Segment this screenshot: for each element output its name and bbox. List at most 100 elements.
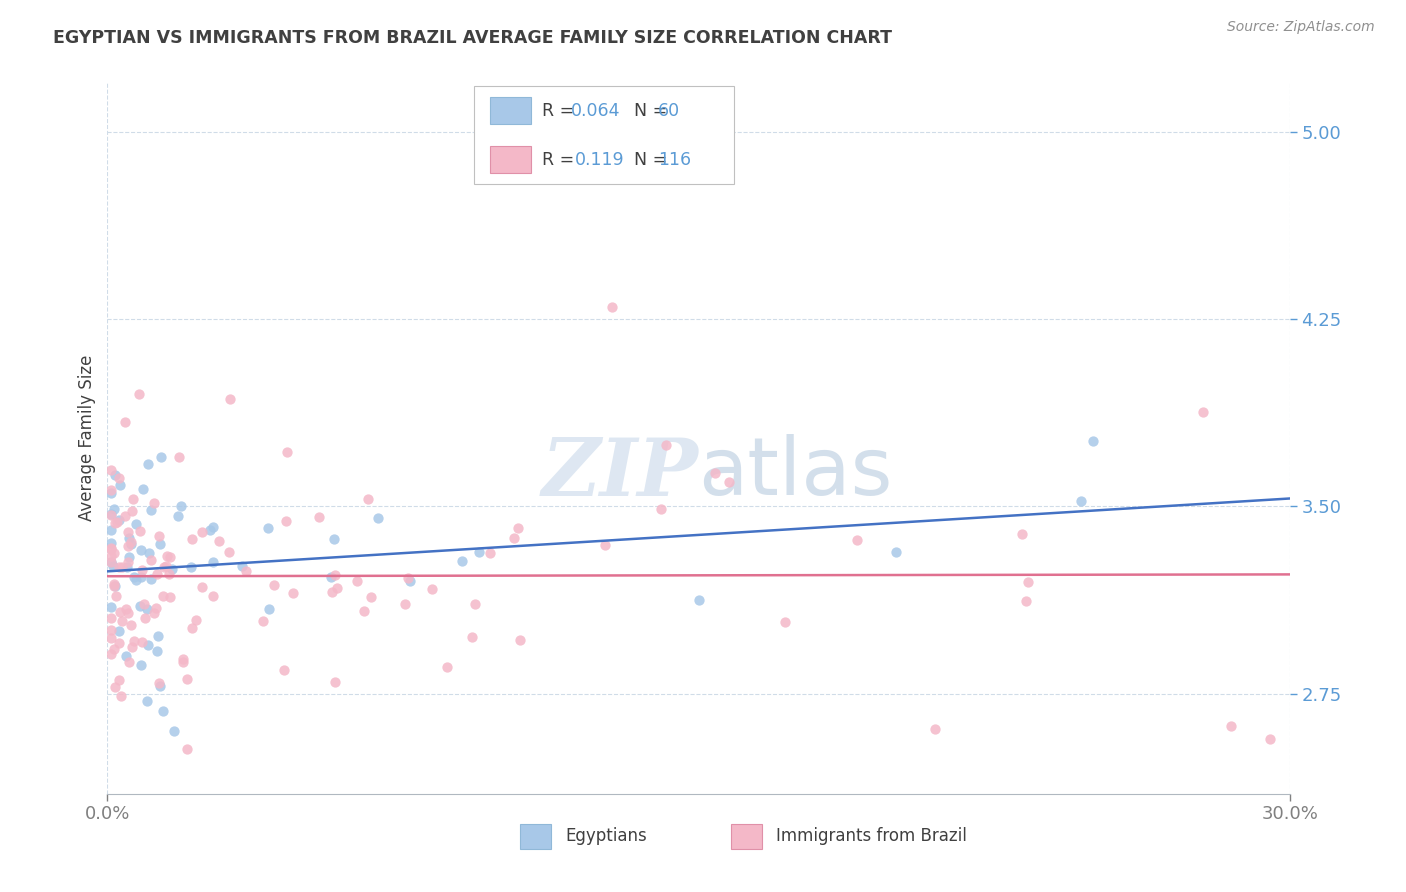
- Text: N =: N =: [623, 151, 672, 169]
- Point: [138, 638, 160, 652]
- Point: [148, 529, 170, 543]
- Point: [436, 660, 458, 674]
- Point: [593, 538, 616, 552]
- Point: [149, 679, 172, 693]
- Point: [138, 546, 160, 560]
- Point: [100, 508, 122, 522]
- Point: [1219, 719, 1241, 733]
- Point: [884, 544, 907, 558]
- Point: [319, 569, 342, 583]
- Point: [172, 655, 194, 669]
- Point: [117, 560, 139, 574]
- Point: [169, 450, 191, 464]
- Point: [114, 509, 136, 524]
- Point: [150, 450, 173, 465]
- Point: [198, 523, 221, 537]
- Point: [503, 532, 526, 546]
- Point: [108, 624, 131, 639]
- Point: [181, 621, 204, 635]
- Point: [129, 524, 152, 539]
- Point: [117, 555, 139, 569]
- Point: [122, 491, 145, 506]
- Point: [322, 533, 344, 547]
- Point: [100, 541, 122, 556]
- Point: [117, 539, 139, 553]
- Point: [105, 516, 128, 530]
- Point: [191, 524, 214, 539]
- Point: [131, 563, 153, 577]
- Point: [256, 521, 278, 535]
- Point: [180, 532, 202, 546]
- Point: [162, 562, 184, 576]
- Point: [468, 545, 491, 559]
- Text: Egyptians: Egyptians: [565, 828, 647, 846]
- Text: ZIP: ZIP: [541, 434, 699, 512]
- Point: [218, 545, 240, 559]
- Point: [396, 571, 419, 585]
- Point: [108, 471, 131, 485]
- Point: [153, 560, 176, 574]
- Point: [235, 564, 257, 578]
- Point: [145, 643, 167, 657]
- Point: [132, 482, 155, 496]
- Text: Immigrants from Brazil: Immigrants from Brazil: [776, 828, 967, 846]
- Point: [1015, 593, 1038, 607]
- Point: [100, 556, 122, 570]
- Point: [129, 658, 152, 673]
- Point: [201, 556, 224, 570]
- Point: [117, 525, 139, 540]
- Point: [655, 438, 678, 452]
- Point: [600, 300, 623, 314]
- Point: [464, 597, 486, 611]
- Point: [100, 599, 122, 614]
- Point: [117, 606, 139, 620]
- Point: [100, 611, 122, 625]
- Point: [135, 694, 157, 708]
- Point: [149, 537, 172, 551]
- Point: [145, 601, 167, 615]
- Point: [718, 475, 741, 490]
- Point: [273, 663, 295, 677]
- Point: [107, 513, 129, 527]
- Point: [129, 542, 152, 557]
- Point: [121, 504, 143, 518]
- Point: [276, 445, 298, 459]
- Point: [136, 601, 159, 615]
- Text: 0.064: 0.064: [571, 102, 620, 120]
- Point: [845, 533, 868, 547]
- Point: [506, 521, 529, 535]
- Point: [1081, 434, 1104, 448]
- Point: [131, 635, 153, 649]
- Point: [111, 559, 134, 574]
- Point: [100, 647, 122, 661]
- Point: [148, 630, 170, 644]
- Point: [104, 516, 127, 530]
- Point: [104, 680, 127, 694]
- Point: [274, 515, 297, 529]
- Point: [100, 483, 122, 498]
- Text: N =: N =: [623, 102, 672, 120]
- Point: [281, 585, 304, 599]
- Text: Source: ZipAtlas.com: Source: ZipAtlas.com: [1227, 20, 1375, 34]
- Point: [176, 672, 198, 686]
- Point: [122, 633, 145, 648]
- Point: [155, 558, 177, 573]
- Point: [111, 615, 134, 629]
- Text: atlas: atlas: [699, 434, 893, 512]
- Point: [357, 491, 380, 506]
- Point: [650, 501, 672, 516]
- Point: [360, 591, 382, 605]
- Point: [191, 580, 214, 594]
- Point: [100, 549, 122, 563]
- Point: [120, 618, 142, 632]
- Point: [100, 541, 122, 555]
- Point: [167, 508, 190, 523]
- Point: [157, 566, 180, 581]
- Point: [128, 599, 150, 613]
- Point: [103, 641, 125, 656]
- Point: [1017, 575, 1039, 590]
- Point: [134, 610, 156, 624]
- Point: [461, 630, 484, 644]
- Point: [136, 457, 159, 471]
- Point: [104, 467, 127, 482]
